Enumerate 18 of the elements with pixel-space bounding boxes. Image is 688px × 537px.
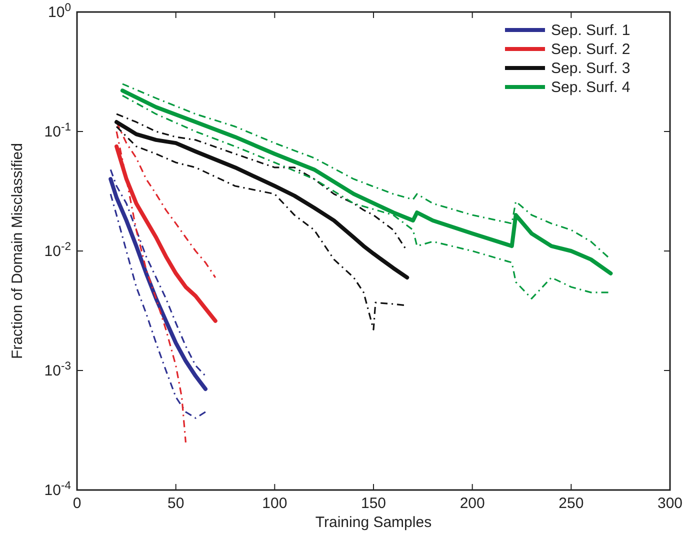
- x-tick-label: 150: [360, 495, 386, 512]
- x-tick-label: 0: [72, 495, 82, 512]
- legend-label: Sep. Surf. 4: [551, 79, 630, 96]
- y-tick-label: 10$^{-4}$: [44, 480, 71, 499]
- legend-label: Sep. Surf. 2: [551, 41, 630, 58]
- x-tick-label: 100: [262, 495, 288, 512]
- y-axis-title: Fraction of Domain Misclassified: [9, 143, 26, 359]
- y-tick-label: 10$^{-2}$: [44, 241, 71, 260]
- legend-label: Sep. Surf. 3: [551, 60, 630, 77]
- x-tick-label: 300: [657, 495, 683, 512]
- y-tick-label: 10$^{-1}$: [44, 122, 71, 140]
- x-tick-label: 200: [460, 495, 485, 512]
- x-tick-label: 250: [558, 495, 584, 512]
- y-tick-label: 10$^{0}$: [48, 2, 71, 21]
- legend-label: Sep. Surf. 1: [551, 22, 630, 39]
- y-tick-label: 10$^{-3}$: [44, 360, 71, 380]
- x-axis-title: Training Samples: [315, 514, 432, 531]
- x-tick-label: 50: [167, 495, 184, 512]
